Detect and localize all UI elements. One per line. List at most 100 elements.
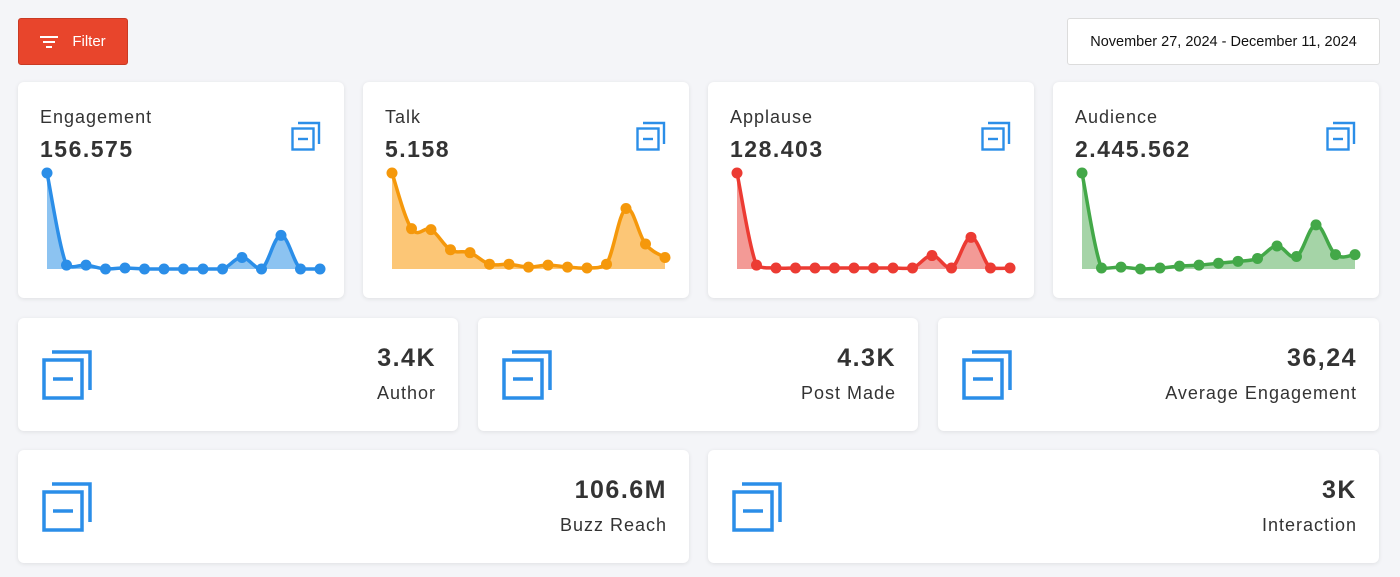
sparkline-point: [158, 263, 170, 275]
kpi-card-engagement: Engagement 156.575: [18, 82, 344, 298]
stat-label: Post Made: [800, 383, 896, 403]
sparkline-point: [503, 258, 515, 270]
sparkline-point: [1330, 249, 1341, 261]
sparkline-point: [256, 263, 267, 275]
kpi-card-audience: Audience 2.445.562: [1053, 82, 1379, 298]
kpi-label: Audience: [1075, 107, 1159, 127]
sparkline-point: [1213, 257, 1224, 269]
kpi-value: 128.403: [730, 136, 824, 162]
sparkline-point: [178, 263, 189, 275]
sparkline-point: [100, 263, 111, 275]
sparkline-point: [946, 262, 957, 274]
copy-minus-icon: [42, 482, 92, 532]
sparkline-point: [1096, 262, 1107, 274]
sparkline-point: [985, 262, 996, 274]
stat-label: Author: [376, 383, 436, 403]
sparkline-point: [848, 262, 860, 274]
sparkline-point: [236, 251, 248, 263]
sparkline-point: [965, 231, 977, 243]
copy-minus-icon[interactable]: [980, 120, 1012, 152]
date-range-picker[interactable]: November 27, 2024 - December 11, 2024: [1067, 18, 1380, 65]
copy-minus-icon[interactable]: [1325, 120, 1357, 152]
kpi-label: Applause: [730, 107, 814, 127]
sparkline-point: [907, 262, 918, 274]
sparkline-point: [1232, 255, 1244, 267]
copy-minus-icon: [962, 350, 1012, 400]
sparkline-point: [1174, 260, 1185, 272]
kpi-label: Engagement: [40, 107, 153, 127]
sparkline-point: [562, 261, 573, 273]
sparkline-area: [1082, 173, 1355, 269]
sparkline-chart-talk: [386, 167, 671, 274]
sparkline-point: [809, 262, 821, 274]
kpi-card-talk: Talk 5.158: [363, 82, 689, 298]
stat-label: Average Engagement: [1165, 383, 1357, 403]
sparkline-point: [139, 263, 150, 275]
sparkline-point: [790, 262, 801, 274]
sparkline-point: [1193, 259, 1205, 271]
sparkline-point: [1349, 249, 1361, 261]
sparkline-chart-audience: [1076, 167, 1361, 275]
stat-label: Interaction: [1261, 515, 1357, 535]
sparkline-point: [523, 261, 534, 273]
sparkline-chart-applause: [731, 167, 1016, 274]
copy-minus-icon: [732, 482, 782, 532]
stat-value: 106.6M: [574, 476, 667, 504]
sparkline-point: [1252, 252, 1263, 264]
sparkline-point: [926, 250, 938, 262]
stat-value: 36,24: [1286, 344, 1357, 372]
stat-value: 4.3K: [837, 344, 896, 372]
sparkline-point: [887, 262, 899, 274]
sparkline-point: [751, 259, 762, 271]
kpi-card-applause: Applause 128.403: [708, 82, 1034, 298]
stat-value: 3K: [1322, 476, 1357, 504]
sparkline-chart-engagement: [41, 167, 326, 275]
sparkline-point: [1310, 219, 1322, 231]
sparkline-point: [829, 262, 840, 274]
kpi-value: 156.575: [40, 136, 134, 162]
filter-lines-icon: [40, 35, 59, 48]
sparkline-point: [601, 258, 612, 270]
sparkline-point: [581, 262, 593, 274]
sparkline-point: [386, 167, 398, 179]
filter-button-label: Filter: [72, 33, 106, 50]
filter-button[interactable]: Filter: [18, 18, 128, 65]
stat-card-post-made: 4.3K Post Made: [478, 318, 918, 431]
sparkline-point: [1004, 262, 1016, 274]
sparkline-point: [425, 224, 437, 236]
stat-card-author: 3.4K Author: [18, 318, 458, 431]
sparkline-point: [1291, 251, 1302, 263]
sparkline-point: [868, 262, 879, 274]
kpi-value: 5.158: [385, 136, 451, 162]
sparkline-point: [41, 167, 53, 179]
sparkline-point: [406, 223, 417, 235]
sparkline-point: [1076, 167, 1088, 179]
sparkline-area: [737, 173, 1010, 269]
sparkline-point: [217, 263, 228, 275]
copy-minus-icon: [42, 350, 92, 400]
date-range-text: November 27, 2024 - December 11, 2024: [1090, 33, 1357, 50]
sparkline-point: [464, 247, 476, 259]
stat-value: 3.4K: [377, 344, 436, 372]
sparkline-point: [1154, 262, 1166, 274]
sparkline-point: [275, 229, 287, 241]
sparkline-point: [295, 263, 306, 275]
sparkline-point: [314, 263, 326, 275]
sparkline-point: [484, 258, 495, 270]
sparkline-point: [1115, 261, 1127, 273]
kpi-label: Talk: [385, 107, 422, 127]
sparkline-point: [620, 203, 632, 215]
copy-minus-icon[interactable]: [290, 120, 322, 152]
sparkline-point: [640, 238, 651, 250]
sparkline-point: [61, 259, 72, 271]
stat-label: Buzz Reach: [559, 515, 667, 535]
sparkline-area: [392, 173, 665, 269]
sparkline-point: [119, 262, 131, 274]
copy-minus-icon: [502, 350, 552, 400]
stat-card-average-engagement: 36,24 Average Engagement: [938, 318, 1379, 431]
sparkline-point: [197, 263, 209, 275]
copy-minus-icon[interactable]: [635, 120, 667, 152]
sparkline-point: [80, 259, 92, 271]
sparkline-point: [731, 167, 743, 179]
stat-card-interaction: 3K Interaction: [708, 450, 1379, 563]
